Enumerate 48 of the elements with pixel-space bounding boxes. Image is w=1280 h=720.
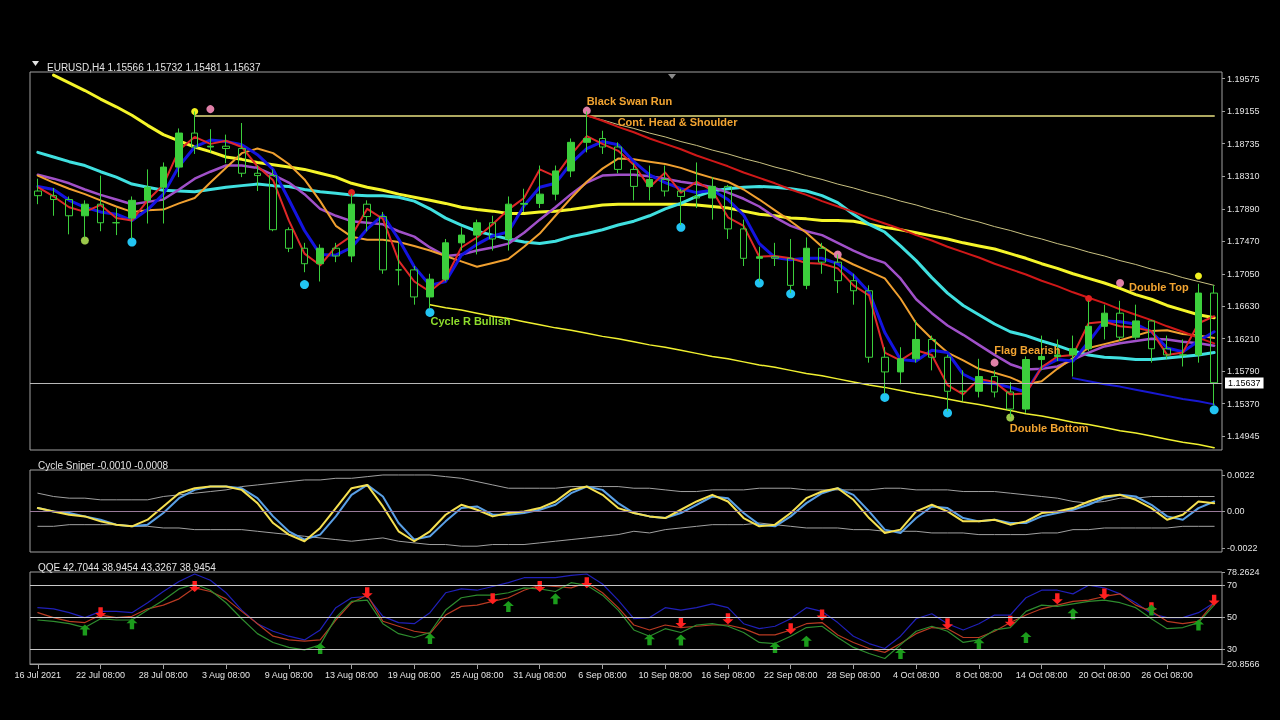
y-tick-label: 50 <box>1227 612 1238 623</box>
chart-title: Cycle Sniper -0.0010 -0.0008 <box>38 459 169 471</box>
y-tick-label: 70 <box>1227 580 1238 591</box>
x-tick-label: 10 Sep 08:00 <box>638 669 692 680</box>
x-tick-label: 25 Aug 08:00 <box>450 669 504 680</box>
annotation: Double Bottom <box>1009 422 1089 435</box>
annotation: Cont. Head & Shoulder <box>617 115 739 128</box>
y-tick-label: 20.8566 <box>1227 659 1260 669</box>
x-tick-label: 31 Aug 08:00 <box>513 669 567 680</box>
x-tick-label: 14 Oct 08:00 <box>1015 669 1068 680</box>
y-tick-label: 78.2624 <box>1227 567 1260 577</box>
x-tick-label: 28 Sep 08:00 <box>826 669 881 680</box>
x-tick-label: 9 Aug 08:00 <box>264 669 313 680</box>
ref-line-label: 1.15637 <box>1228 377 1261 388</box>
y-tick-label: 1.19155 <box>1227 106 1260 117</box>
y-tick-label: 1.19575 <box>1227 73 1260 84</box>
y-tick-label: 30 <box>1227 644 1238 655</box>
x-tick-label: 26 Oct 08:00 <box>1141 669 1193 680</box>
x-tick-label: 4 Oct 08:00 <box>892 669 940 680</box>
annotation: Double Top <box>1129 281 1189 294</box>
y-tick-label: 1.16210 <box>1227 333 1260 344</box>
x-tick-label: 28 Jul 08:00 <box>138 669 188 680</box>
y-tick-label: -0.0022 <box>1227 542 1258 553</box>
y-tick-label: 1.17890 <box>1227 203 1260 214</box>
x-tick-label: 3 Aug 08:00 <box>202 669 251 680</box>
x-tick-label: 22 Sep 08:00 <box>763 669 818 680</box>
y-tick-label: 1.18735 <box>1227 138 1260 149</box>
annotation: Cycle R Bullish <box>430 314 511 327</box>
x-tick-label: 16 Jul 2021 <box>14 669 62 680</box>
x-tick-label: 22 Jul 08:00 <box>76 669 126 680</box>
x-tick-label: 8 Oct 08:00 <box>955 669 1003 680</box>
y-tick-label: 0.00 <box>1227 506 1245 517</box>
chart-title: EURUSD,H4 1.15566 1.15732 1.15481 1.15637 <box>47 61 261 73</box>
x-tick-label: 13 Aug 08:00 <box>325 669 379 680</box>
x-tick-label: 19 Aug 08:00 <box>387 669 441 680</box>
x-tick-label: 6 Sep 08:00 <box>578 669 627 680</box>
chart-title: QQE 42.7044 38.9454 43.3267 38.9454 <box>38 561 217 573</box>
y-tick-label: 0.0022 <box>1227 469 1255 480</box>
y-tick-label: 1.15790 <box>1227 366 1260 377</box>
y-tick-label: 1.15370 <box>1227 398 1260 409</box>
y-tick-label: 1.18310 <box>1227 171 1260 182</box>
x-tick-label: 16 Sep 08:00 <box>701 669 755 680</box>
x-tick-label: 20 Oct 08:00 <box>1078 669 1131 680</box>
y-tick-label: 1.16630 <box>1227 301 1260 312</box>
y-tick-label: 1.17050 <box>1227 268 1260 279</box>
y-tick-label: 1.17470 <box>1227 236 1260 247</box>
annotation: Black Swan Run <box>586 95 673 108</box>
y-tick-label: 1.14945 <box>1227 431 1260 442</box>
